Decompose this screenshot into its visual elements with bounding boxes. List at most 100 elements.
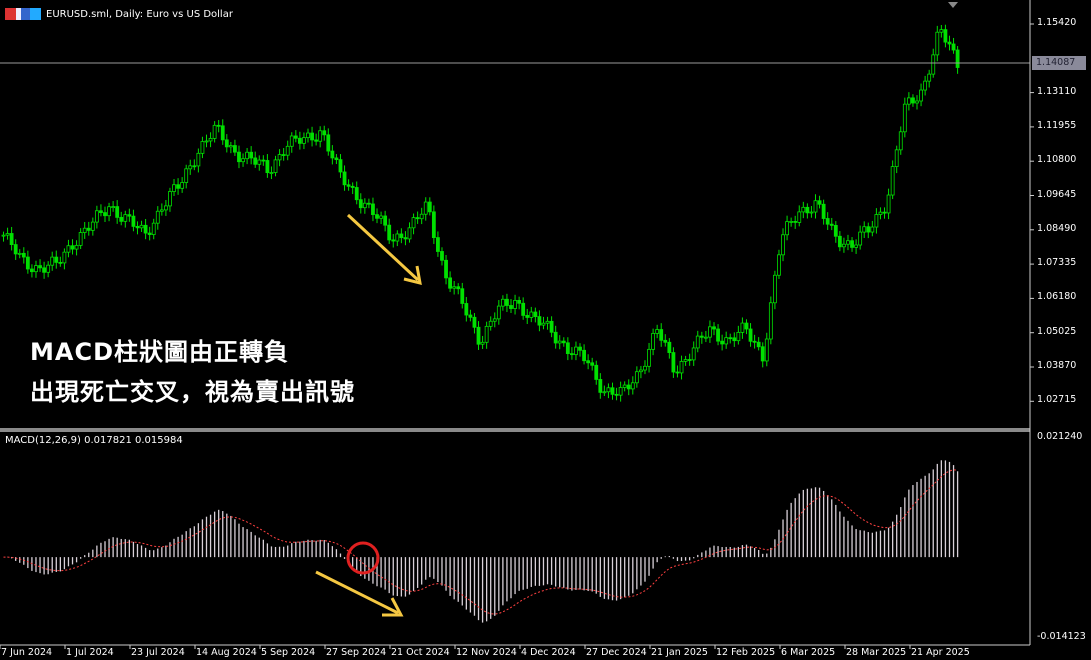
candle-body xyxy=(342,171,347,186)
candle-body xyxy=(135,225,140,229)
candle-body xyxy=(716,328,720,342)
candle-body xyxy=(586,360,591,364)
candle-body xyxy=(732,337,737,342)
candle-body xyxy=(464,303,469,316)
candle-body xyxy=(902,103,907,133)
candle-body xyxy=(817,200,822,205)
candle-body xyxy=(805,206,810,214)
candle-body xyxy=(557,340,562,344)
candle-body xyxy=(683,359,688,362)
annotation-line-1: MACD柱狀圖由正轉負 xyxy=(30,338,289,366)
candle-body xyxy=(395,233,400,242)
candle-body xyxy=(813,200,818,213)
time-axis-label: 7 Jun 2024 xyxy=(1,647,53,658)
candle-body xyxy=(265,160,270,174)
macd-axis-max: 0.021240 xyxy=(1037,431,1083,442)
candle-body xyxy=(797,211,802,223)
candle-body xyxy=(403,237,408,240)
candle-body xyxy=(70,245,75,250)
candle-body xyxy=(13,244,18,255)
candle-body xyxy=(46,264,51,273)
candle-body xyxy=(82,227,87,233)
candle-body xyxy=(119,216,124,222)
candle-body xyxy=(505,298,509,306)
candle-body xyxy=(354,187,359,201)
panel-separator[interactable] xyxy=(0,428,1030,432)
candle-body xyxy=(590,362,595,366)
candle-body xyxy=(200,141,205,154)
candle-body xyxy=(297,137,302,144)
time-axis-label: 21 Oct 2024 xyxy=(391,647,450,658)
candle-body xyxy=(399,233,404,239)
candle-body xyxy=(671,352,676,373)
candle-body xyxy=(768,302,773,340)
candle-body xyxy=(667,341,672,353)
chart-shift-marker[interactable] xyxy=(948,2,958,8)
candle-body xyxy=(30,268,34,273)
candle-body xyxy=(687,359,692,361)
candle-body xyxy=(90,221,95,231)
candle-body xyxy=(679,360,684,374)
candle-body xyxy=(285,145,290,156)
price-tick-label: 1.03870 xyxy=(1037,360,1077,371)
candle-body xyxy=(423,201,428,215)
candle-body xyxy=(411,217,416,229)
candle-body xyxy=(622,384,627,388)
candle-body xyxy=(436,237,440,252)
annotation-line-2: 出現死亡交叉，視為賣出訊號 xyxy=(30,378,355,406)
candle-body xyxy=(634,371,639,384)
candle-body xyxy=(492,318,497,322)
candle-body xyxy=(618,387,623,396)
candle-body xyxy=(330,150,335,159)
candle-body xyxy=(228,145,233,148)
candle-body xyxy=(480,341,485,345)
candle-body xyxy=(582,349,586,362)
candle-body xyxy=(935,31,940,56)
time-axis-label: 1 Jul 2024 xyxy=(66,647,114,658)
candle-body xyxy=(777,254,781,276)
candle-body xyxy=(720,340,725,345)
candle-body xyxy=(34,265,38,273)
candle-body xyxy=(62,251,67,264)
candle-body xyxy=(894,149,899,167)
candle-body xyxy=(781,234,785,256)
candle-body xyxy=(407,227,412,240)
candle-body xyxy=(927,73,932,82)
candle-body xyxy=(829,223,834,226)
candle-body xyxy=(533,311,538,317)
candle-body xyxy=(326,134,331,152)
candle-body xyxy=(513,300,517,309)
candle-body xyxy=(111,206,116,208)
candle-body xyxy=(9,233,14,245)
candle-body xyxy=(281,154,286,156)
candle-body xyxy=(703,336,708,339)
candle-body xyxy=(249,151,254,159)
candle-body xyxy=(801,206,806,213)
candle-body xyxy=(115,206,120,218)
candle-body xyxy=(529,311,534,318)
candle-body xyxy=(289,135,294,147)
candle-body xyxy=(74,244,79,250)
candle-body xyxy=(630,382,635,390)
candle-body xyxy=(302,137,306,144)
candle-body xyxy=(858,231,863,246)
candle-body xyxy=(866,226,871,233)
candle-body xyxy=(870,226,875,233)
price-tick-label: 1.02715 xyxy=(1037,394,1077,406)
candle-body xyxy=(350,185,355,188)
candle-body xyxy=(675,371,680,374)
candle-body xyxy=(21,252,26,258)
candle-body xyxy=(736,331,741,342)
candle-body xyxy=(375,214,379,219)
time-axis-label: 6 Mar 2025 xyxy=(781,647,836,658)
candle-body xyxy=(699,335,704,338)
candle-body xyxy=(602,391,607,394)
candle-body xyxy=(168,191,172,207)
candle-body xyxy=(923,80,928,91)
candle-body xyxy=(793,221,798,223)
candle-body xyxy=(939,29,944,33)
candle-body xyxy=(537,316,542,326)
candle-body xyxy=(598,379,603,393)
candle-body xyxy=(906,97,911,105)
